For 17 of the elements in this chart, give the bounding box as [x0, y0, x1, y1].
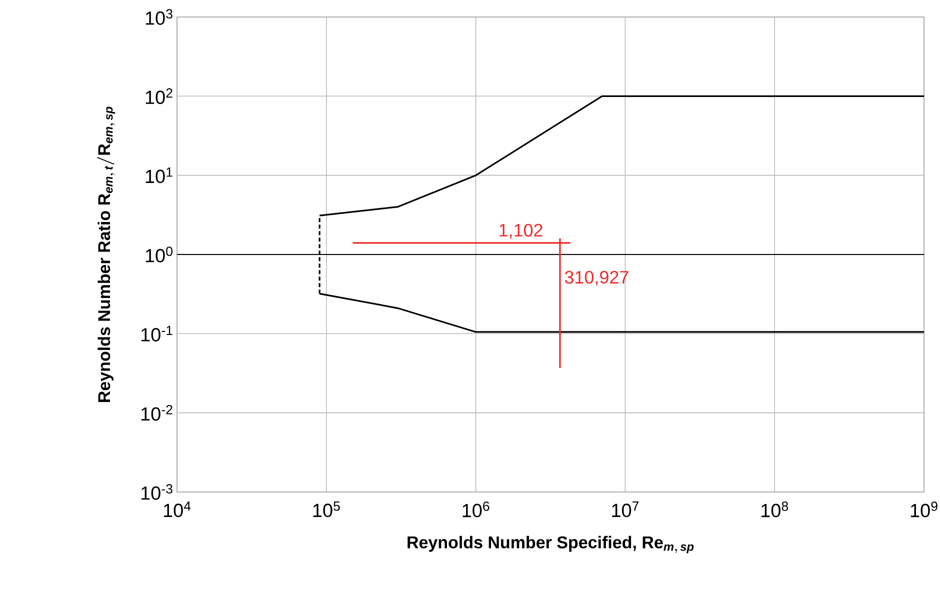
x-axis-title: $\text{Reynolds Number Specified, }\mathrm{Re}_{\mathit{m,\,sp}}$	[408, 536, 694, 554]
y-tick-label: 10$^{3}$	[146, 9, 172, 25]
annotation: 1,102	[500, 224, 542, 239]
x-tick-label: 10$^{9}$	[910, 502, 938, 518]
y-tick-label: 10$^{2}$	[146, 88, 172, 104]
x-tick-label: 10$^{5}$	[313, 502, 340, 518]
x-tick-label: 10$^{8}$	[762, 502, 788, 518]
x-tick-label: 10$^{7}$	[612, 502, 639, 518]
y-tick-label: 10$^{0}$	[146, 246, 172, 262]
y-tick-label: 10$^{-3}$	[141, 484, 172, 500]
y-tick-label: 10$^{-1}$	[141, 326, 172, 342]
annotation: 310,927	[564, 270, 628, 286]
x-tick-label: 10$^{4}$	[164, 502, 191, 518]
y-tick-label: 10$^{-2}$	[141, 404, 172, 421]
x-tick-label: 10$^{6}$	[462, 502, 490, 518]
y-tick-label: 10$^{1}$	[146, 168, 172, 184]
y-axis-title: $\text{Reynolds Number Ratio }\mathrm{R}_{\mathit{em,\,t}}/\mathrm{R}_{\mathit{em,\,sp}}$	[97, 106, 116, 402]
